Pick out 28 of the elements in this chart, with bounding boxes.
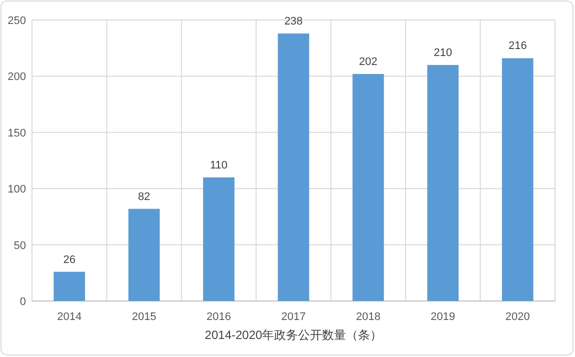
x-tick-label: 2019: [430, 311, 456, 323]
x-tick-label: 2014: [57, 311, 82, 323]
data-label: 210: [434, 46, 452, 59]
bar: [203, 177, 234, 301]
bar: [278, 33, 310, 301]
y-tick-label: 50: [14, 240, 26, 252]
bar: [502, 58, 534, 301]
x-tick-label: 2018: [356, 311, 380, 323]
bar: [352, 74, 384, 301]
x-axis-title: 2014-2020年政务公开数量（条）: [204, 328, 382, 342]
data-label: 216: [508, 40, 527, 52]
data-label: 110: [210, 159, 228, 172]
y-tick-label: 200: [8, 71, 26, 84]
y-tick-label: 250: [8, 15, 26, 27]
bar: [54, 272, 86, 301]
x-tick-label: 2017: [281, 311, 306, 323]
data-label: 202: [359, 56, 378, 68]
x-tick-label: 2020: [505, 311, 530, 323]
data-label: 238: [284, 15, 303, 28]
data-label: 26: [63, 254, 76, 266]
data-label: 82: [138, 190, 150, 203]
x-tick-label: 2016: [206, 311, 232, 323]
x-tick-label: 2015: [132, 311, 156, 323]
bar: [128, 208, 160, 301]
bar: [427, 64, 459, 301]
y-tick-label: 100: [8, 184, 26, 196]
y-tick-label: 150: [8, 127, 26, 140]
y-tick-label: 0: [20, 296, 26, 308]
